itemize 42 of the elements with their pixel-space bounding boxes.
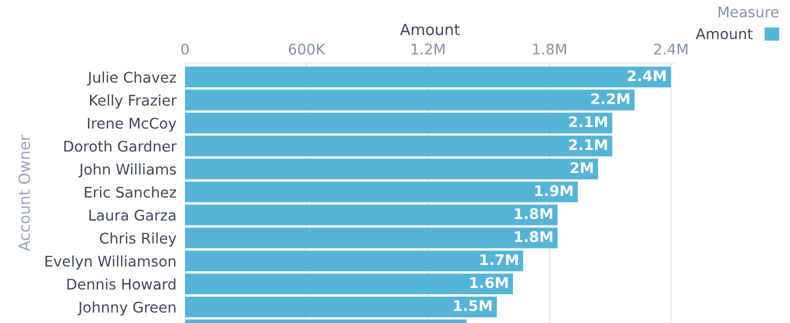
y-tick-label: Eric Sanchez — [84, 186, 176, 198]
data-label: 1.8M — [514, 231, 552, 242]
legend-title: Measure — [718, 6, 778, 18]
data-label: 1.8M — [514, 208, 552, 220]
data-label: 1.9M — [535, 185, 573, 196]
data-label: 2M — [570, 162, 593, 173]
data-label: 1.6M — [470, 277, 508, 288]
bar — [185, 274, 514, 294]
bar — [185, 112, 612, 134]
y-tick-label: Kelly Frazier — [90, 94, 177, 109]
y-tick-label: Laura Garza — [89, 210, 176, 221]
legend-label: Amount — [696, 28, 753, 40]
data-label: 2.4M — [628, 70, 666, 82]
y-tick-label: Evelyn Williamson — [46, 255, 176, 270]
bar — [185, 204, 558, 226]
bar — [185, 158, 598, 180]
data-label: 2.2M — [591, 93, 630, 104]
x-tick-label: 1.8M — [533, 44, 566, 55]
x-axis-title: Amount — [400, 24, 460, 36]
y-tick-label: Doroth Gardner — [64, 140, 177, 152]
bar — [185, 228, 558, 248]
y-tick-label: John Williams — [78, 163, 176, 178]
bar — [185, 136, 612, 156]
x-tick-label: 0 — [181, 44, 189, 55]
bar — [185, 90, 635, 110]
bar — [185, 66, 671, 88]
y-tick-label: Johnny Green — [78, 301, 176, 316]
bar — [185, 182, 578, 202]
x-tick-label: 2.4M — [654, 44, 688, 54]
y-tick-label: Irene McCoy — [88, 118, 176, 132]
y-tick-label: Chris Riley — [100, 232, 176, 247]
x-tick-label: 1.2M — [412, 44, 444, 54]
y-tick-label: Julie Chavez — [87, 71, 176, 86]
data-label: 1.5M — [454, 300, 492, 312]
y-tick-label: Dennis Howard — [67, 278, 176, 290]
bar — [185, 250, 524, 272]
bar — [185, 296, 497, 318]
data-label: 2.1M — [569, 139, 607, 150]
x-tick-label: 600K — [288, 44, 326, 55]
data-label: 1.7M — [480, 254, 518, 265]
y-axis-title: Account Owner — [18, 134, 30, 252]
data-label: 2.1M — [569, 116, 607, 128]
